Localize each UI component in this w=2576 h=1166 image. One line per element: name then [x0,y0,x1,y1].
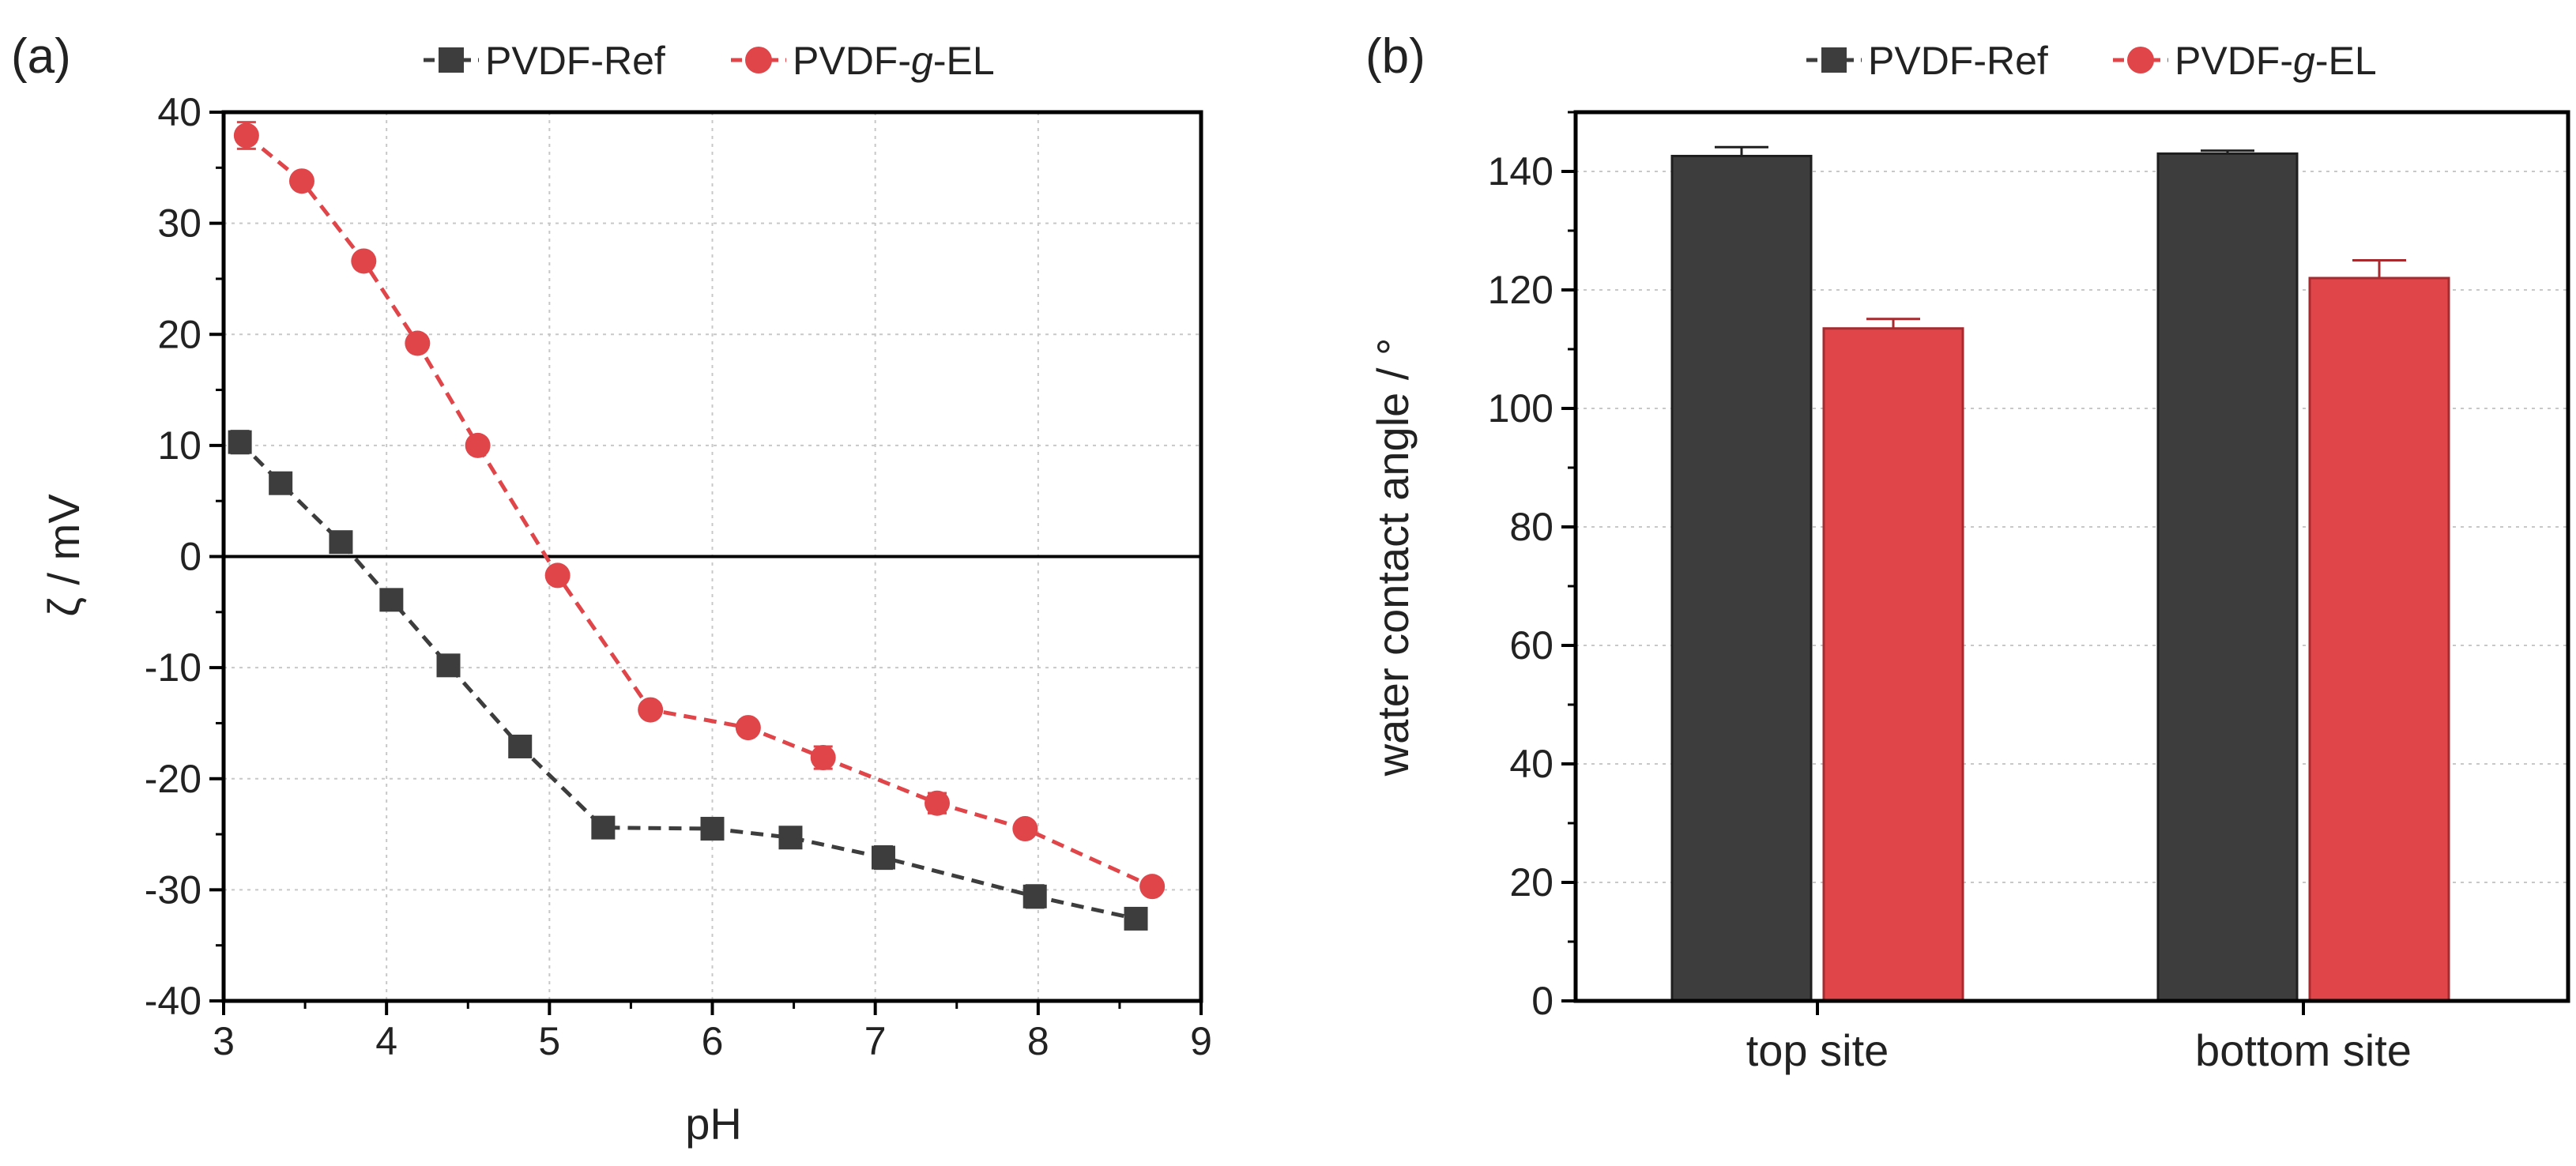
y-tick-label: 20 [1509,860,1554,905]
bar-ref-0 [1670,155,1813,1002]
panel-b-label: (b) [1365,29,1425,84]
data-point-el [233,122,259,149]
panel-a-label: (a) [11,29,71,84]
y-tick-label: 40 [157,90,201,134]
data-point-ref [871,845,895,870]
y-tick-label: 80 [1509,505,1554,549]
panel-b-y-axis-title: water contact angle / ° [1368,338,1418,777]
data-point-el [638,697,664,723]
data-point-ref [591,815,616,840]
y-tick-label: 30 [157,201,201,246]
x-tick-label: 5 [538,1019,560,1063]
legend-a-ref-label: PVDF-Ref [485,39,665,83]
data-point-ref [436,653,461,678]
panel-b-plot-frame [1573,110,2570,1003]
data-point-el [1139,874,1166,900]
bar-el-1 [2308,276,2450,1002]
legend-a-ref-marker [439,47,464,73]
data-point-el [544,562,571,589]
series-line-1 [245,134,1154,889]
data-point-el [405,330,431,356]
legend-b-ref-marker [1821,47,1847,73]
legend-a-el-marker [745,47,772,73]
data-point-ref [228,430,252,454]
bar-ref-1 [2156,152,2299,1002]
bar-el-0 [1822,327,1964,1002]
y-tick-label: -40 [145,979,201,1023]
data-point-el [925,790,951,816]
y-tick-label: 60 [1509,623,1554,668]
legend-b-el-label: PVDF-g-EL [2175,39,2377,83]
data-point-el [351,248,377,274]
category-label: bottom site [2195,1025,2412,1075]
series-line-0 [238,440,1137,921]
x-tick-label: 3 [213,1019,235,1063]
x-tick-label: 9 [1190,1019,1212,1063]
y-tick-label: -20 [145,757,201,801]
x-tick-label: 4 [375,1019,397,1063]
data-point-el [735,715,761,741]
y-tick-label: 100 [1488,386,1554,431]
panel-a-ticks: 3 4 5 6 7 8 9 -40 -30 -20 -10 0 10 20 30 40 [145,90,1212,1063]
panel-a-x-axis-title: pH [685,1099,742,1149]
y-tick-label: 140 [1488,149,1554,194]
data-point-ref [269,471,293,495]
data-point-ref [508,734,533,758]
data-point-ref [1022,884,1047,908]
panel-a-legend: PVDF-Ref PVDF-g-EL [424,39,995,83]
data-point-ref [700,817,725,841]
legend-b-el-marker [2127,47,2154,73]
panel-a: (a) PVDF-Ref PVDF-g-EL 3 4 5 6 7 8 9 -40 -30 -20 -… [11,29,1212,1149]
legend-b-ref-label: PVDF-Ref [1868,39,2048,83]
panel-b-ticks: 0 20 40 60 80 100 120 140 top site bottom site [1488,111,2412,1075]
data-point-el [810,745,836,771]
panel-b-legend: PVDF-Ref PVDF-g-EL [1806,39,2377,83]
x-tick-label: 7 [864,1019,887,1063]
y-tick-label: 0 [1531,979,1554,1023]
x-tick-label: 8 [1027,1019,1049,1063]
y-tick-label: 10 [157,423,201,468]
panel-b-bars [1670,145,2450,1002]
data-point-ref [379,588,404,612]
data-point-ref [778,826,803,850]
y-tick-label: -30 [145,867,201,912]
data-point-ref [1124,906,1148,931]
y-tick-label: 0 [179,535,201,579]
category-label: top site [1746,1025,1889,1075]
data-point-el [465,432,491,458]
y-tick-label: 20 [157,312,201,356]
panel-b: (b) PVDF-Ref PVDF-g-EL 0 20 40 60 80 100 120 14… [1365,29,2570,1075]
panel-a-series [228,121,1166,931]
legend-a-el-label: PVDF-g-EL [793,39,995,83]
data-point-ref [329,530,353,555]
y-tick-label: 40 [1509,742,1554,786]
x-tick-label: 6 [702,1019,724,1063]
data-point-el [288,168,314,194]
panel-a-y-axis-title: ζ / mV [39,494,89,617]
y-tick-label: -10 [145,645,201,690]
data-point-el [1012,816,1038,842]
y-tick-label: 120 [1488,268,1554,312]
